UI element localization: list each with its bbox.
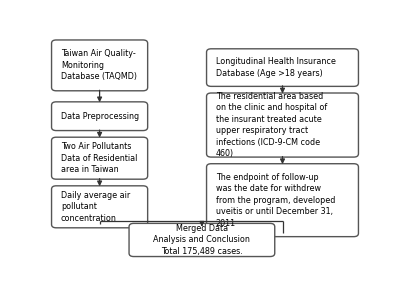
Text: Data Preprocessing: Data Preprocessing bbox=[61, 112, 139, 121]
Text: Daily average air
pollutant
concentration: Daily average air pollutant concentratio… bbox=[61, 191, 130, 223]
FancyBboxPatch shape bbox=[206, 49, 358, 86]
Text: The endpoint of follow-up
was the date for withdrew
from the program, developed
: The endpoint of follow-up was the date f… bbox=[216, 173, 335, 228]
FancyBboxPatch shape bbox=[206, 164, 358, 237]
FancyBboxPatch shape bbox=[52, 137, 148, 179]
Text: Longitudinal Health Insurance
Database (Age >18 years): Longitudinal Health Insurance Database (… bbox=[216, 57, 336, 78]
FancyBboxPatch shape bbox=[129, 223, 275, 257]
Text: Merged Data
Analysis and Conclusion
Total 175,489 cases.: Merged Data Analysis and Conclusion Tota… bbox=[154, 224, 250, 256]
Text: Taiwan Air Quality-
Monitoring
Database (TAQMD): Taiwan Air Quality- Monitoring Database … bbox=[61, 49, 137, 81]
Text: The residential area based
on the clinic and hospital of
the insurant treated ac: The residential area based on the clinic… bbox=[216, 92, 327, 158]
FancyBboxPatch shape bbox=[52, 102, 148, 131]
FancyBboxPatch shape bbox=[206, 93, 358, 157]
Text: Two Air Pollutants
Data of Residential
area in Taiwan: Two Air Pollutants Data of Residential a… bbox=[61, 142, 137, 174]
FancyBboxPatch shape bbox=[52, 40, 148, 91]
FancyBboxPatch shape bbox=[52, 186, 148, 228]
